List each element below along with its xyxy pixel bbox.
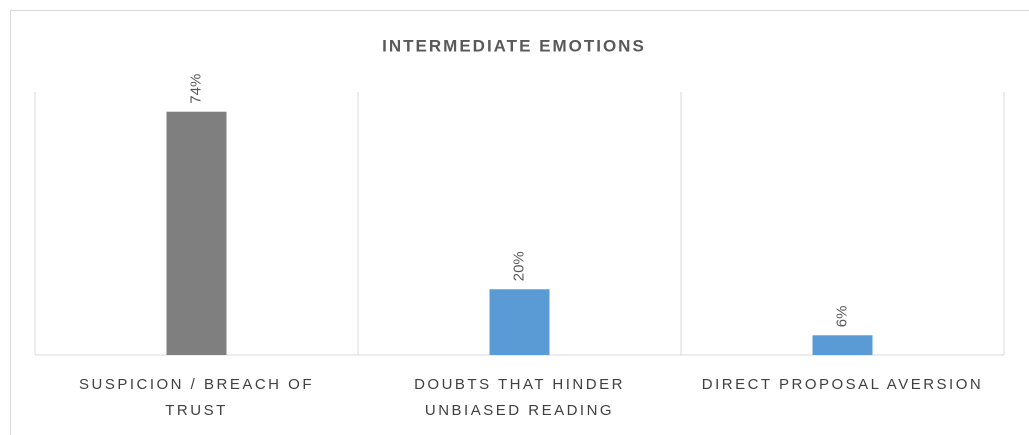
- bar: [166, 111, 227, 355]
- bar: [489, 289, 550, 355]
- bar: [812, 335, 873, 355]
- chart-title: INTERMEDIATE EMOTIONS: [382, 36, 646, 55]
- data-label: 6%: [833, 306, 850, 328]
- chart-frame: [10, 10, 1029, 435]
- data-label: 74%: [187, 74, 204, 104]
- x-tick-label: SUSPICION / BREACH OF TRUST: [78, 376, 315, 419]
- data-label: 20%: [510, 251, 527, 281]
- x-tick-label: DIRECT PROPOSAL AVERSION: [701, 376, 984, 393]
- x-tick-label: DOUBTS THAT HINDER UNBIASED READING: [414, 376, 625, 419]
